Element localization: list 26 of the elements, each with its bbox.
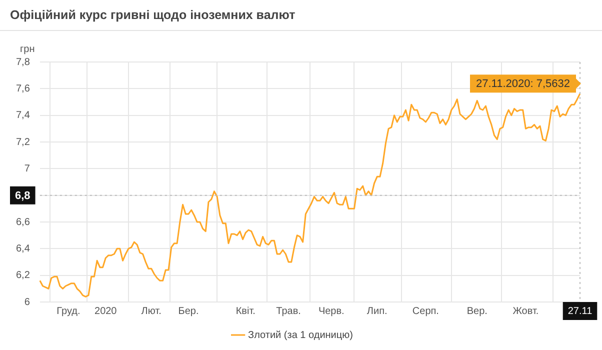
x-tick-label: 27.11 [568,306,593,317]
x-tick-label: 2020 [94,306,118,317]
x-tick-label: Лют. [141,306,162,317]
ref-line-label: 6,8 [14,190,30,202]
y-tick-label: 7,6 [16,83,30,94]
annotation: 27.11.2020: 7,5632 [476,78,570,90]
x-tick-label: Груд. [56,306,80,317]
x-tick-label: Квіт. [236,306,256,317]
x-tick-label: Жовт. [512,306,539,317]
x-tick-label: Лип. [366,306,388,317]
y-tick-label: 6,2 [16,270,30,282]
x-tick-label: Серп. [412,306,439,317]
y-tick-label: 7,8 [16,56,30,68]
x-tick-label: Вер. [466,306,488,317]
x-tick-label: Трав. [276,306,301,317]
y-tick-label: 6,6 [16,216,30,228]
x-tick-label: Бер. [178,306,199,317]
chart-title: Офіційний курс гривні щодо іноземних валют [10,8,296,22]
y-tick-label: 7,2 [16,136,30,148]
y-axis-title: грн [20,44,35,55]
x-tick-label: Черв. [318,306,344,317]
legend-label: Злотий (за 1 одиницю) [248,330,353,341]
y-tick-label: 6 [24,296,30,308]
y-tick-label: 6,4 [16,243,30,254]
y-tick-label: 7,4 [16,110,30,122]
y-tick-label: 7 [24,163,30,174]
